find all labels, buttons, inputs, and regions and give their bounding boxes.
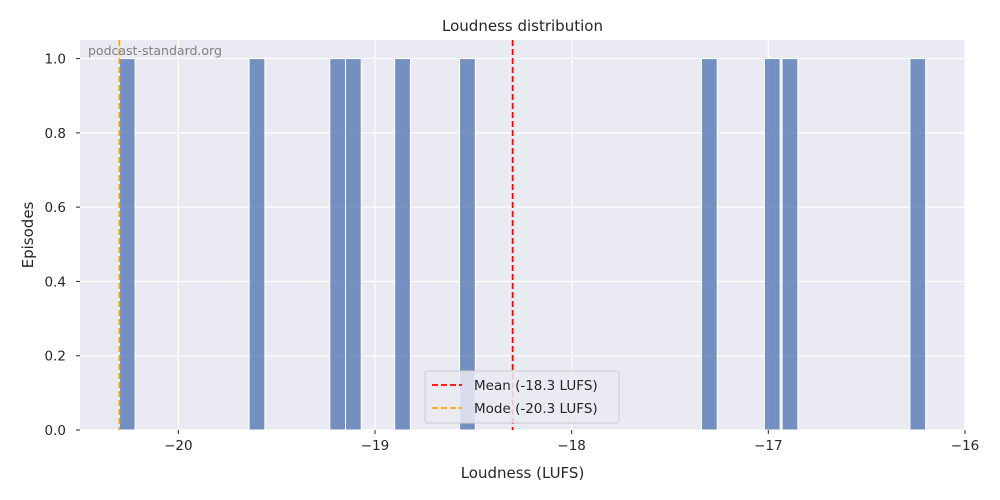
histogram-bar [394, 58, 411, 431]
y-tick-label: 0.6 [45, 200, 66, 216]
histogram-bar [248, 58, 266, 431]
histogram-bar [781, 58, 799, 431]
y-tick-label: 0.0 [45, 423, 66, 439]
legend-label-mode: Mode (-20.3 LUFS) [474, 401, 598, 417]
histogram-bar [459, 58, 476, 431]
histogram-bar [763, 58, 781, 431]
y-axis-label: Episodes [19, 201, 37, 268]
x-tick-label: −17 [754, 438, 783, 454]
y-tick-label: 0.8 [45, 126, 66, 142]
y-tick-label: 1.0 [45, 52, 66, 68]
histogram-bar [700, 58, 718, 431]
watermark: podcast-standard.org [88, 43, 222, 58]
histogram-bar [118, 58, 136, 431]
histogram-bar [909, 58, 927, 431]
histogram-bar [345, 58, 362, 431]
histogram-bar [329, 58, 346, 431]
x-tick-label: −20 [164, 438, 193, 454]
x-tick-label: −16 [951, 438, 980, 454]
chart-title: Loudness distribution [442, 17, 603, 35]
grid [80, 40, 966, 431]
legend-label-mean: Mean (-18.3 LUFS) [474, 378, 598, 394]
plot-background [80, 40, 965, 430]
y-tick-label: 0.4 [45, 274, 66, 290]
legend: Mean (-18.3 LUFS) Mode (-20.3 LUFS) [424, 370, 620, 424]
x-axis-ticks: −20 −19 −18 −17 −16 [164, 430, 979, 454]
y-axis-ticks: 0.0 0.2 0.4 0.6 0.8 1.0 [45, 52, 80, 439]
x-axis-label: Loudness (LUFS) [461, 464, 585, 482]
y-tick-label: 0.2 [45, 349, 66, 365]
legend-box [424, 370, 620, 424]
reference-lines [118, 40, 514, 430]
bars [118, 58, 927, 431]
x-tick-label: −18 [557, 438, 586, 454]
x-tick-label: −19 [361, 438, 390, 454]
